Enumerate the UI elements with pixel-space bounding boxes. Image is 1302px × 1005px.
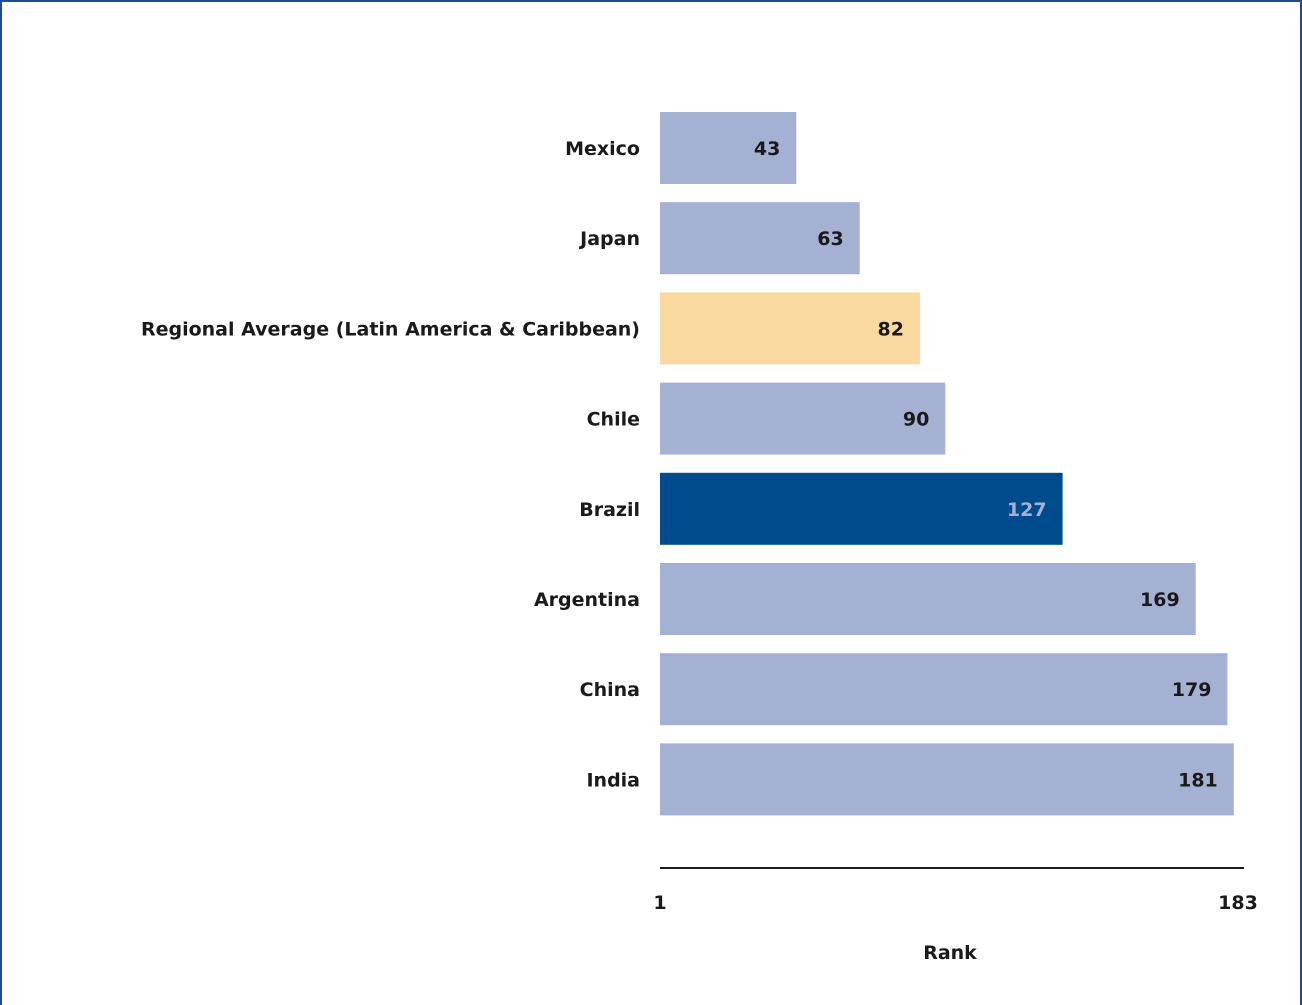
value-label-4: 127 (1007, 499, 1047, 521)
category-label-0: Mexico (565, 138, 640, 160)
bar-7 (660, 743, 1234, 816)
bars-layer (660, 112, 1234, 816)
value-label-1: 63 (817, 228, 843, 250)
bar-3 (660, 382, 946, 455)
value-label-0: 43 (754, 138, 780, 160)
category-label-2: Regional Average (Latin America & Caribb… (141, 318, 640, 340)
value-label-7: 181 (1178, 769, 1218, 791)
value-label-6: 179 (1172, 679, 1212, 701)
x-axis-title: Rank (923, 942, 977, 964)
bar-5 (660, 563, 1196, 635)
category-label-1: Japan (578, 228, 640, 250)
x-tick-label-min: 1 (653, 892, 666, 914)
bar-0 (660, 112, 797, 184)
category-label-7: India (586, 769, 640, 791)
category-label-5: Argentina (534, 589, 640, 611)
value-label-5: 169 (1140, 589, 1180, 611)
category-label-3: Chile (587, 409, 640, 431)
category-label-6: China (580, 679, 640, 701)
category-label-4: Brazil (579, 499, 640, 521)
value-label-2: 82 (877, 318, 903, 340)
value-label-3: 90 (903, 409, 929, 431)
bar-6 (660, 653, 1228, 726)
bar-1 (660, 202, 860, 275)
bar-2 (660, 292, 920, 365)
labels-layer: Mexico 43 Japan 63 Regional Average (Latin A… (141, 138, 1218, 791)
bar-4 (660, 472, 1063, 545)
x-tick-label-max: 183 (1218, 892, 1258, 914)
